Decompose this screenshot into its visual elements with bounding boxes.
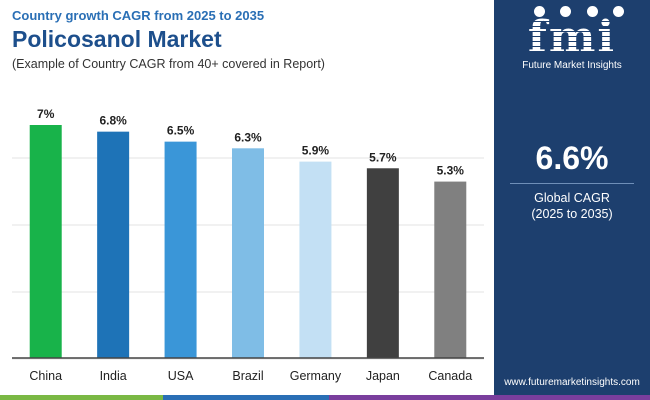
bar-china <box>29 125 62 358</box>
logo-dot-icon <box>534 6 545 17</box>
strip-segment-blue <box>163 395 329 400</box>
tick-label-india: India <box>100 369 127 383</box>
logo-dot-icon <box>612 6 624 17</box>
global-cagr-period: (2025 to 2035) <box>531 207 613 221</box>
data-label-china: 7% <box>37 107 55 121</box>
tick-label-japan: Japan <box>366 369 400 383</box>
logo-icons <box>534 6 624 20</box>
global-cagr-label: Global CAGR <box>534 191 610 205</box>
tick-label-canada: Canada <box>428 369 472 383</box>
bar-usa <box>164 141 197 358</box>
bar-chart: 7% China 6.8% India 6.5% USA 6.3% Brazil 5.9% Ger… <box>12 107 484 383</box>
chart-title: Policosanol Market <box>12 26 222 52</box>
bar-japan <box>366 168 399 358</box>
tick-label-usa: USA <box>168 369 194 383</box>
side-panel: fmi Future Market Insights 6.6% Global C… <box>494 0 650 400</box>
bottom-color-strip <box>0 395 650 400</box>
logo-dot-icon <box>586 6 598 17</box>
strip-segment-green <box>0 395 163 400</box>
chart-kicker: Country growth CAGR from 2025 to 2035 <box>12 8 265 23</box>
bar-india <box>97 131 130 358</box>
data-label-canada: 5.3% <box>437 164 465 178</box>
data-label-germany: 5.9% <box>302 144 330 158</box>
data-label-usa: 6.5% <box>167 124 195 138</box>
chart-subtitle: (Example of Country CAGR from 40+ covere… <box>12 57 325 71</box>
logo-letters: fmi <box>510 12 634 63</box>
bar-germany <box>299 161 332 358</box>
bar-canada <box>434 181 467 358</box>
logo-dot-icon <box>560 6 572 17</box>
bar-brazil <box>232 148 264 358</box>
data-label-brazil: 6.3% <box>234 130 262 144</box>
tick-label-china: China <box>29 369 62 383</box>
data-label-japan: 5.7% <box>369 150 397 164</box>
cagr-divider <box>510 183 634 184</box>
website-link[interactable]: www.futuremarketinsights.com <box>504 377 640 388</box>
logo-tagline: Future Market Insights <box>522 60 622 71</box>
global-cagr-value: 6.6% <box>535 140 609 176</box>
tick-label-brazil: Brazil <box>232 369 263 383</box>
strip-segment-purple <box>329 395 650 400</box>
tick-label-germany: Germany <box>290 369 342 383</box>
data-label-india: 6.8% <box>99 114 127 128</box>
fmi-logo: fmi Future Market Insights <box>510 6 634 72</box>
